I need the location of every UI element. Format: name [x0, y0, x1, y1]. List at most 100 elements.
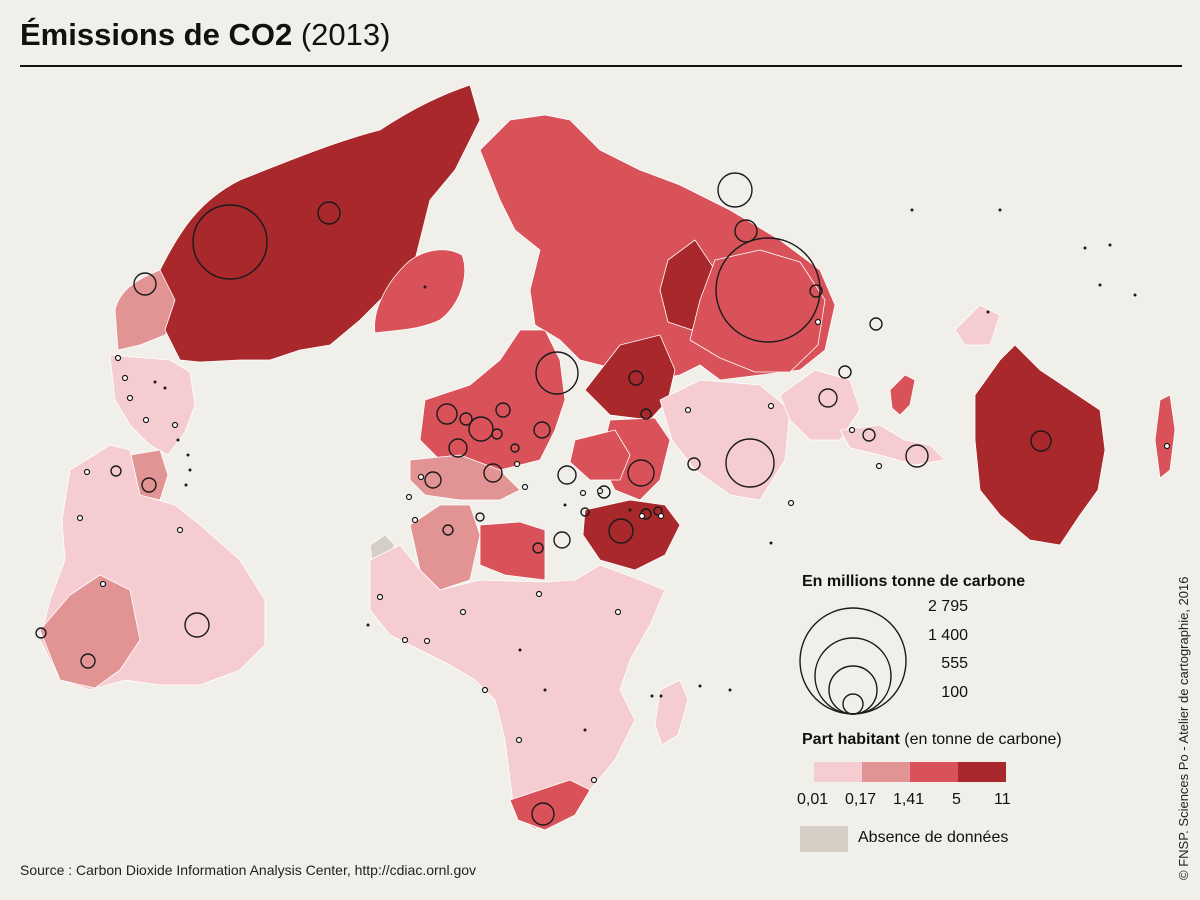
credit-note: © FNSP. Sciences Po - Atelier de cartogr… [1176, 576, 1191, 880]
tiny-dot [543, 688, 547, 692]
region-se-asia [779, 369, 861, 441]
region-europe-west [419, 329, 566, 471]
small-marker [176, 526, 184, 534]
tiny-dot [728, 688, 732, 692]
region-argentina [39, 574, 141, 689]
emission-circle-philippines [869, 317, 883, 331]
small-marker [521, 483, 529, 491]
emission-circle-malaysia [862, 428, 876, 442]
region-greenland [374, 249, 466, 334]
tiny-dot [1133, 293, 1137, 297]
emission-circle-czech [491, 428, 503, 440]
small-marker [114, 354, 122, 362]
small-marker [1163, 442, 1171, 450]
small-marker [423, 637, 431, 645]
emission-circle-poland [495, 402, 511, 418]
emission-circle-south-africa [531, 802, 555, 826]
title-rule [20, 65, 1182, 67]
emission-circle-brazil [184, 612, 210, 638]
emission-circle-libya [532, 542, 544, 554]
legend-circle-100 [842, 693, 864, 715]
tiny-dot [910, 208, 914, 212]
emission-circle-netherlands [459, 412, 473, 426]
tiny-dot [518, 648, 522, 652]
tiny-dot [163, 386, 167, 390]
small-marker [614, 608, 622, 616]
emission-circle-india [725, 438, 775, 488]
emission-circle-china [715, 237, 821, 343]
size-label-2795: 2 795 [927, 598, 968, 615]
emission-circle-vietnam [838, 365, 852, 379]
tiny-dot [998, 208, 1002, 212]
emission-circle-germany [468, 416, 494, 442]
legend-circle-555 [828, 665, 878, 715]
tiny-dot [986, 310, 990, 314]
tiny-dot [176, 438, 180, 442]
emission-circle-romania [510, 443, 520, 453]
region-south-asia [659, 379, 791, 501]
region-australia [974, 344, 1106, 546]
small-marker [411, 516, 419, 524]
title-year: (2013) [300, 17, 391, 52]
small-marker [83, 468, 91, 476]
emission-circle-italy [483, 463, 503, 483]
tiny-dot [1108, 243, 1112, 247]
region-china [689, 249, 826, 373]
emission-circle-algeria [442, 524, 454, 536]
small-marker [787, 499, 795, 507]
size-label-555: 555 [941, 655, 968, 672]
class-break-1: 0,17 [845, 791, 877, 808]
tiny-dot [153, 380, 157, 384]
small-marker [171, 421, 179, 429]
legend-circle-1400 [814, 637, 892, 715]
size-legend [799, 607, 907, 715]
small-marker [515, 736, 523, 744]
small-marker [99, 580, 107, 588]
title-main: Émissions de CO2 [20, 17, 293, 52]
tiny-dot [650, 694, 654, 698]
emission-circle-turkey [557, 465, 577, 485]
emission-circle-pakistan [687, 457, 701, 471]
nodata-swatch [800, 826, 848, 852]
small-marker [590, 776, 598, 784]
emission-circle-colombia [110, 465, 122, 477]
emission-circle-japan [717, 172, 753, 208]
small-marker [481, 686, 489, 694]
tiny-dot [659, 694, 663, 698]
region-canada-usa [159, 84, 481, 363]
small-marker [596, 487, 604, 495]
region-africa [369, 544, 666, 831]
emission-circle-korea [734, 219, 758, 243]
emission-circle-iran [627, 459, 655, 487]
tiny-dot [186, 453, 190, 457]
emission-circle-egypt [553, 531, 571, 549]
small-marker [657, 512, 665, 520]
tiny-dot [583, 728, 587, 732]
region-new-zealand [1154, 394, 1176, 479]
tiny-dot [423, 285, 427, 289]
per-capita-title-rest: (en tonne de carbone) [904, 731, 1062, 748]
emission-circle-mexico [133, 272, 157, 296]
emission-circle-taiwan [809, 284, 823, 298]
emission-circle-russia [535, 351, 579, 395]
tiny-dot [628, 508, 632, 512]
emission-circle-indonesia [905, 444, 929, 468]
emission-circle-spain [424, 471, 442, 489]
small-marker [535, 590, 543, 598]
emission-circle-usa [192, 204, 268, 280]
region-madagascar [654, 679, 689, 746]
per-capita-title-bold: Part habitant [802, 731, 900, 748]
small-marker [513, 460, 521, 468]
small-marker [684, 406, 692, 414]
small-marker [579, 489, 587, 497]
emission-circle-chile [35, 627, 47, 639]
small-marker [417, 473, 425, 481]
small-marker [76, 514, 84, 522]
emission-circle-ukraine [533, 421, 551, 439]
class-box-1 [814, 762, 862, 782]
tiny-dot [769, 541, 773, 545]
small-marker [121, 374, 129, 382]
nodata-label: Absence de données [858, 829, 1009, 846]
class-break-3: 5 [952, 791, 961, 808]
